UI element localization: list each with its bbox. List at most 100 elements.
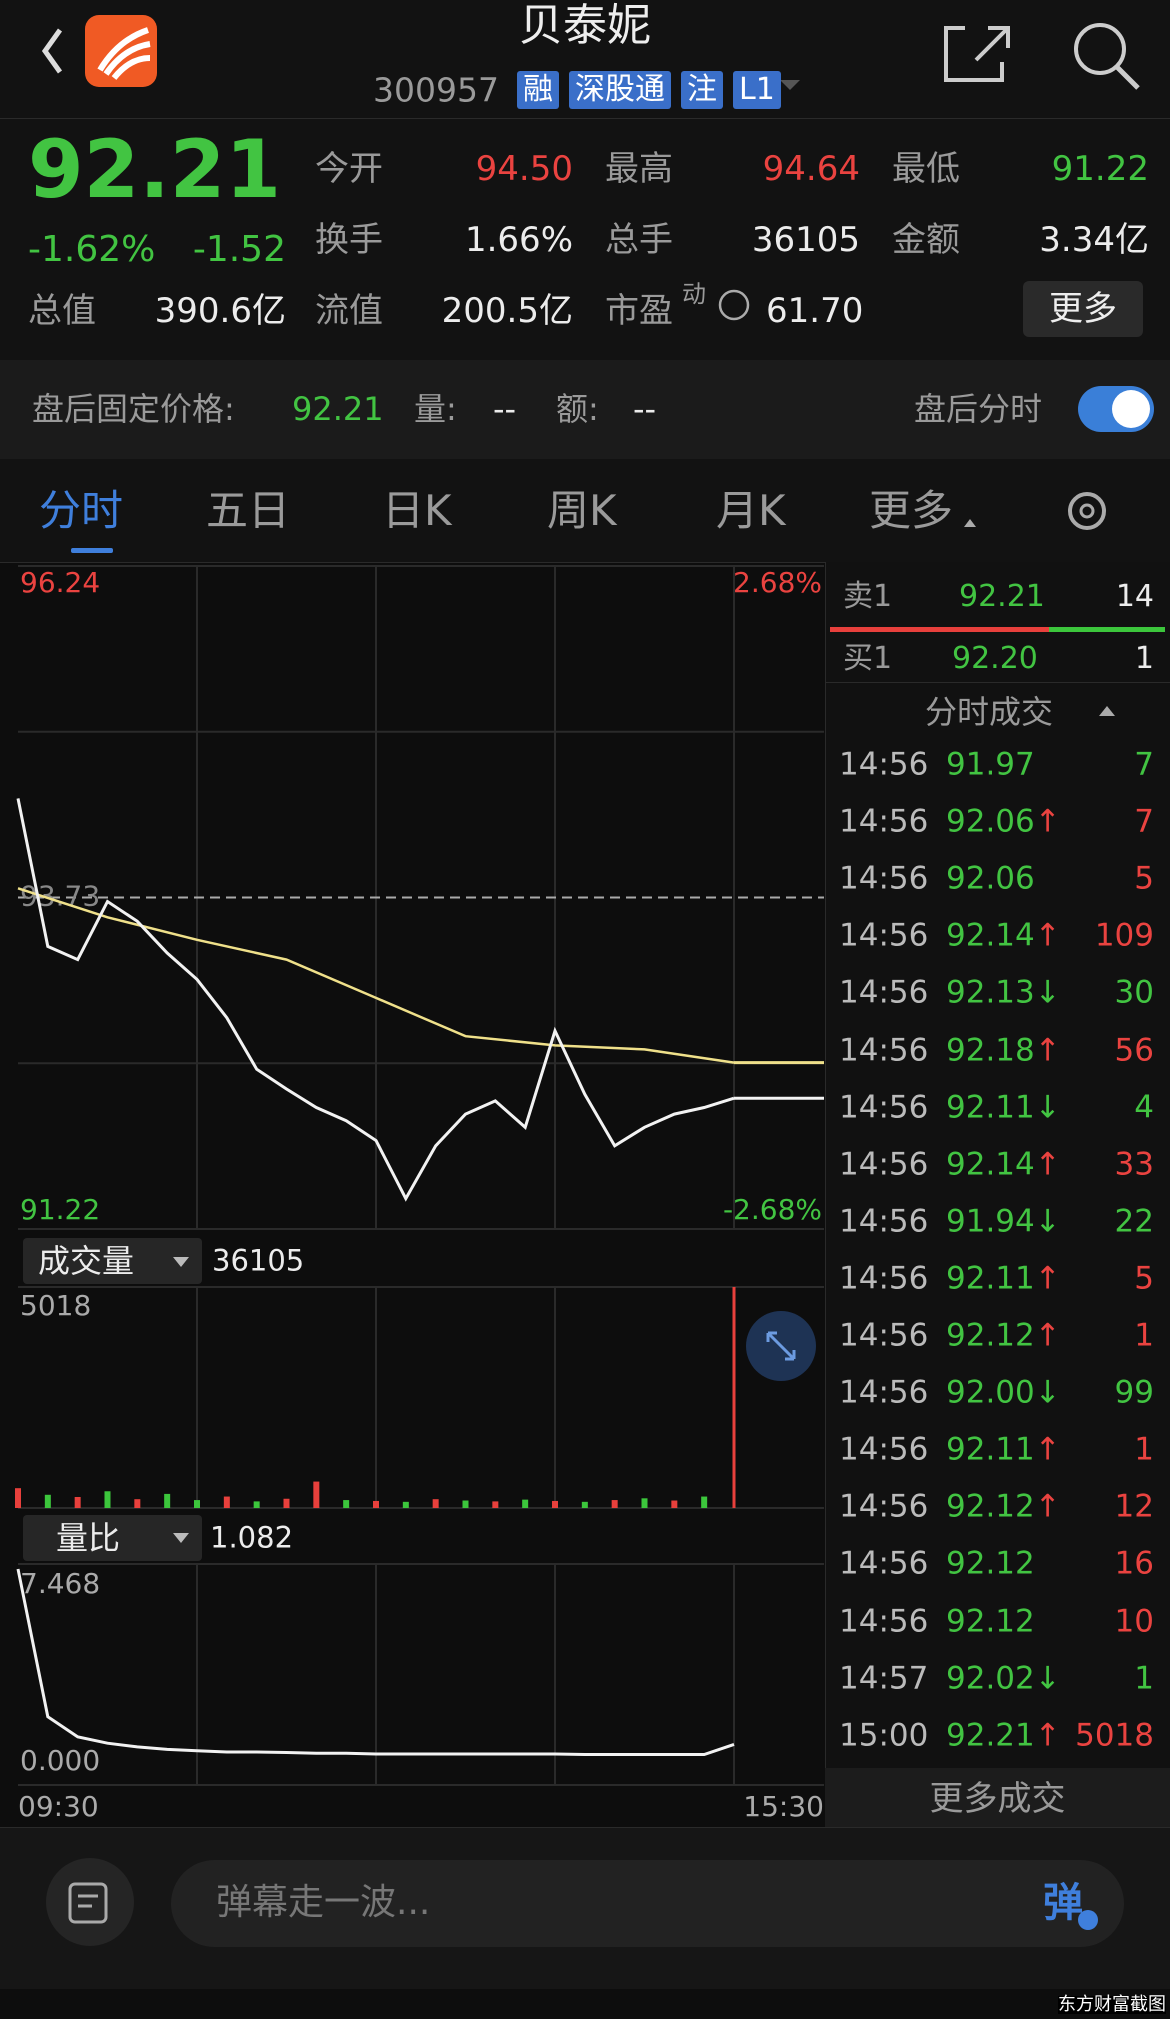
trade-volume: 99 <box>1114 1374 1154 1411</box>
trade-time: 14:57 <box>839 1660 929 1697</box>
tab[interactable]: 分时 <box>39 486 124 535</box>
share-icon[interactable] <box>944 26 1010 82</box>
price: 92.12 <box>946 1545 1035 1582</box>
stat-label: 换手 <box>315 220 383 260</box>
more-trades-bg[interactable] <box>825 1768 1170 1827</box>
stat-label: 总手 <box>605 220 673 260</box>
stat-label: 最高 <box>605 149 673 189</box>
danmu-button[interactable]: 弹 <box>1043 1880 1083 1926</box>
toggle[interactable] <box>1078 386 1154 432</box>
price: 92.14 <box>946 917 1035 954</box>
after-hours-volume-label: 量: <box>414 390 457 428</box>
axis-label: 91.22 <box>20 1193 100 1226</box>
trade-price: 91.97 <box>946 746 1035 783</box>
tab[interactable]: 更多 <box>869 486 954 535</box>
direction-arrow: ↓ <box>1034 1203 1061 1240</box>
trade-price: 92.12 ↑ <box>946 1491 1061 1523</box>
direction-arrow: ↓ <box>1034 1660 1061 1697</box>
volume-total: 36105 <box>212 1243 305 1278</box>
trade-price: 92.02 ↓ <box>946 1663 1061 1694</box>
trade-time: 14:56 <box>839 917 929 954</box>
price: 92.11 <box>946 1089 1035 1126</box>
quote-bg <box>0 118 1170 361</box>
volume-bar <box>552 1500 558 1508</box>
trade-volume: 5 <box>1134 1260 1154 1297</box>
trade-price: 92.11 ↑ <box>946 1263 1061 1294</box>
ratio-dropdown[interactable] <box>23 1515 202 1561</box>
tab-underline <box>71 548 113 553</box>
tag: L1 <box>733 71 781 109</box>
ratio-title[interactable]: 量比 <box>56 1519 121 1557</box>
info-icon[interactable] <box>718 289 750 321</box>
trade-time: 14:56 <box>839 1089 929 1126</box>
volume-bar <box>671 1500 678 1508</box>
trade-time: 14:56 <box>839 1545 929 1582</box>
trade-time: 15:00 <box>839 1717 929 1754</box>
trades-panel <box>825 562 1170 1827</box>
tab[interactable]: 五日 <box>206 486 291 535</box>
ask-label: 卖1 <box>843 579 893 614</box>
volume-bar <box>522 1499 529 1508</box>
volume-dropdown[interactable] <box>23 1238 202 1284</box>
dropdown-icon[interactable] <box>780 80 800 90</box>
direction-arrow: ↑ <box>1034 917 1061 954</box>
axis-label: 09:30 <box>18 1790 99 1823</box>
tab[interactable]: 日K <box>382 486 452 535</box>
trade-price: 92.18 ↑ <box>946 1035 1061 1066</box>
volume-bar <box>194 1500 200 1508</box>
price: 92.11 <box>946 1431 1035 1468</box>
more-trades[interactable]: 更多成交 <box>929 1779 1066 1819</box>
note-icon[interactable] <box>46 1858 134 1946</box>
tab[interactable]: 月K <box>716 486 786 535</box>
after-hours-volume: -- <box>493 390 517 428</box>
stat-label: 总值 <box>28 291 96 331</box>
volume-title[interactable]: 成交量 <box>38 1242 135 1280</box>
trade-volume: 4 <box>1134 1089 1154 1126</box>
danmu-input[interactable] <box>171 1860 1124 1947</box>
trade-price: 92.11 ↑ <box>946 1431 1061 1468</box>
toggle-label: 盘后分时 <box>914 390 1043 428</box>
volume-bar <box>343 1500 350 1508</box>
stat-label: 金额 <box>892 220 960 260</box>
trade-volume: 16 <box>1114 1545 1154 1582</box>
axis-label: 2.68% <box>733 566 822 599</box>
tag: 注 <box>681 71 723 109</box>
stat-value: 94.50 <box>475 149 573 189</box>
back-icon[interactable] <box>41 28 63 74</box>
after-hours-label: 盘后固定价格: <box>32 390 235 428</box>
stat-label: 今开 <box>315 149 383 189</box>
stat-value: 1.66% <box>464 220 573 260</box>
more-button[interactable] <box>1023 281 1143 337</box>
danmu-placeholder[interactable]: 弹幕走一波... <box>216 1882 431 1923</box>
price: 91.94 <box>946 1203 1035 1240</box>
more-label[interactable]: 更多 <box>1049 289 1117 329</box>
bid-volume: 1 <box>1134 641 1154 676</box>
direction-arrow: ↑ <box>1034 1717 1061 1754</box>
direction-arrow: ↑ <box>1034 1146 1061 1183</box>
search-icon[interactable] <box>1074 23 1126 75</box>
trade-price: 92.06 <box>946 863 1035 895</box>
change: -1.52 <box>192 229 286 270</box>
tags: 融深股通注 L1 <box>517 71 781 109</box>
axis-label: 7.468 <box>20 1567 100 1600</box>
tab[interactable]: 周K <box>547 486 617 535</box>
price: 92.11 <box>946 1260 1035 1297</box>
trade-price: 92.14 ↑ <box>946 1149 1061 1180</box>
bid-price: 92.20 <box>952 641 1038 676</box>
trades-title[interactable]: 分时成交 <box>925 693 1054 731</box>
price-line <box>16 798 735 1202</box>
trade-price: 92.21 ↑ <box>946 1720 1061 1751</box>
stat-value: 94.64 <box>762 149 860 189</box>
direction-arrow: ↑ <box>1034 803 1061 840</box>
stat-value: 200.5亿 <box>441 291 573 331</box>
axis-label: -2.68% <box>723 1193 822 1226</box>
after-hours-price: 92.21 <box>292 390 384 428</box>
stat-label: 市盈 <box>605 291 673 331</box>
stat-label: 最低 <box>892 149 960 189</box>
volume-bar <box>611 1500 618 1508</box>
direction-arrow: ↓ <box>1034 1374 1061 1411</box>
trade-volume: 109 <box>1094 917 1154 954</box>
settings-icon[interactable] <box>1068 492 1106 530</box>
price: 91.97 <box>946 746 1035 783</box>
